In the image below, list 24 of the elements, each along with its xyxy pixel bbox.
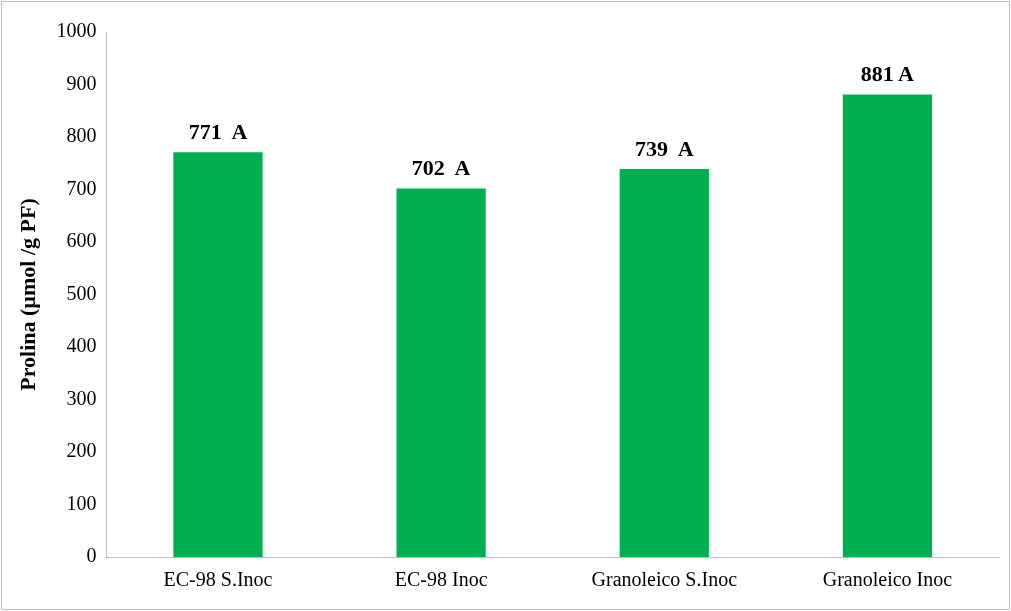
- data-label: 702 A: [411, 155, 471, 181]
- y-tick-label: 300: [66, 386, 97, 409]
- data-label: 881 A: [860, 61, 915, 87]
- x-tick-label: EC-98 Inoc: [394, 568, 488, 591]
- y-tick-label: 900: [66, 71, 97, 94]
- y-tick-label: 500: [66, 281, 97, 304]
- y-tick-label: 700: [66, 176, 97, 199]
- bar: [396, 188, 486, 557]
- y-tick-label: 1000: [56, 19, 97, 42]
- y-tick-label: 800: [66, 124, 97, 147]
- y-tick-label: 400: [66, 334, 97, 357]
- bar: [619, 169, 709, 557]
- bar: [173, 152, 263, 557]
- y-tick-label: 200: [66, 439, 97, 462]
- x-tick-label: Granoleico S.Inoc: [591, 568, 738, 591]
- x-tick-label: EC-98 S.Inoc: [163, 568, 273, 591]
- data-label: 739 A: [634, 135, 694, 161]
- x-tick-label: Granoleico Inoc: [822, 568, 953, 591]
- y-axis-title: Prolina (µmol /g PF): [14, 198, 40, 391]
- y-tick-label: 0: [86, 544, 97, 567]
- bar: [842, 94, 933, 557]
- data-label: 771 A: [188, 118, 248, 144]
- y-tick-label: 600: [66, 229, 97, 252]
- y-tick-label: 100: [66, 491, 97, 514]
